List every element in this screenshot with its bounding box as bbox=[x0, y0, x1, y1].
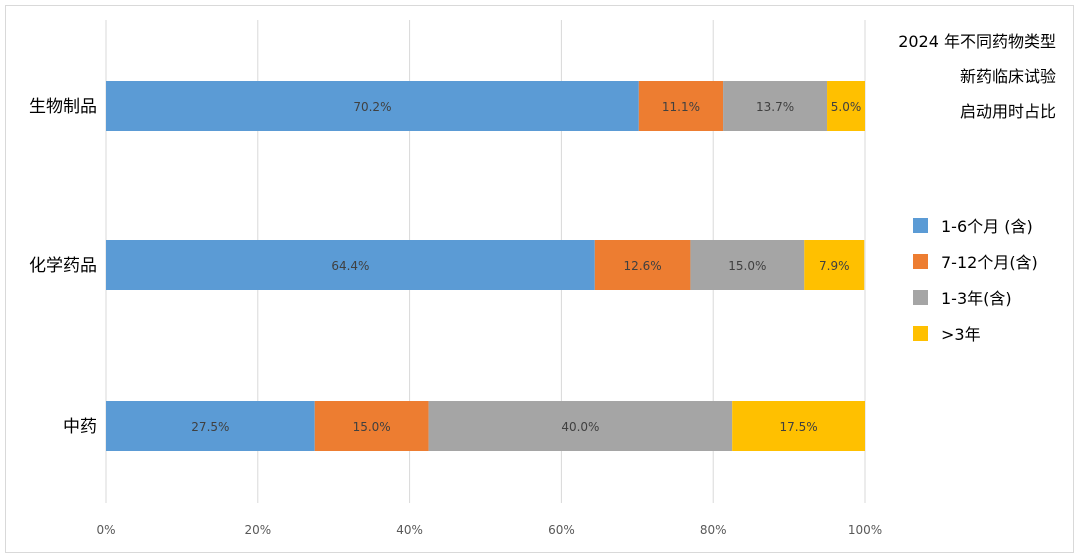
legend-label-3: 1-3年(含) bbox=[941, 289, 1012, 308]
data-label: 12.6% bbox=[624, 259, 662, 273]
legend-item-1: 1-6个月 (含) bbox=[913, 214, 1033, 236]
y-category-label: 生物制品 bbox=[29, 97, 97, 117]
x-tick-label: 40% bbox=[396, 523, 423, 537]
data-label: 40.0% bbox=[561, 420, 599, 434]
x-tick-label: 100% bbox=[848, 523, 882, 537]
legend-swatch-2 bbox=[913, 253, 928, 269]
bar-segment bbox=[638, 81, 724, 131]
legend-swatch-3 bbox=[913, 289, 928, 305]
bar-segment bbox=[732, 401, 865, 451]
chart-title-line-3: 启动用时占比 bbox=[959, 102, 1056, 121]
data-label: 13.7% bbox=[756, 100, 794, 114]
bar-segment bbox=[804, 240, 865, 290]
bar-segment bbox=[827, 81, 865, 131]
legend-item-3: 1-3年(含) bbox=[913, 286, 1012, 308]
legend-label-2: 7-12个月(含) bbox=[941, 253, 1038, 272]
x-tick-label: 0% bbox=[96, 523, 115, 537]
chart-title-line-1: 2024 年不同药物类型 bbox=[898, 32, 1056, 51]
bar-segment bbox=[594, 240, 691, 290]
y-category-label: 中药 bbox=[63, 417, 97, 437]
legend-label-4: >3年 bbox=[941, 325, 981, 344]
bar-segment bbox=[106, 401, 315, 451]
data-label: 64.4% bbox=[331, 259, 369, 273]
legend-swatch-1 bbox=[913, 217, 928, 233]
x-tick-label: 20% bbox=[244, 523, 271, 537]
data-label: 17.5% bbox=[780, 420, 818, 434]
legend-swatch-4 bbox=[913, 325, 928, 341]
bar-segment bbox=[106, 81, 639, 131]
legend-item-4: >3年 bbox=[913, 322, 981, 344]
data-label: 11.1% bbox=[662, 100, 700, 114]
bar-segment bbox=[106, 240, 595, 290]
x-tick-label: 60% bbox=[548, 523, 575, 537]
bar-segment bbox=[690, 240, 805, 290]
data-label: 70.2% bbox=[353, 100, 391, 114]
data-label: 7.9% bbox=[819, 259, 850, 273]
x-tick-label: 80% bbox=[700, 523, 727, 537]
legend-item-2: 7-12个月(含) bbox=[913, 250, 1038, 272]
data-label: 15.0% bbox=[353, 420, 391, 434]
chart-title-line-2: 新药临床试验 bbox=[959, 67, 1056, 86]
bar-segment bbox=[314, 401, 429, 451]
chart-frame bbox=[5, 5, 1074, 553]
data-label: 27.5% bbox=[191, 420, 229, 434]
y-category-label: 化学药品 bbox=[29, 256, 97, 276]
bar-segment bbox=[428, 401, 733, 451]
data-label: 15.0% bbox=[728, 259, 766, 273]
bar-segment bbox=[723, 81, 828, 131]
legend-label-1: 1-6个月 (含) bbox=[941, 217, 1033, 236]
data-label: 5.0% bbox=[831, 100, 862, 114]
